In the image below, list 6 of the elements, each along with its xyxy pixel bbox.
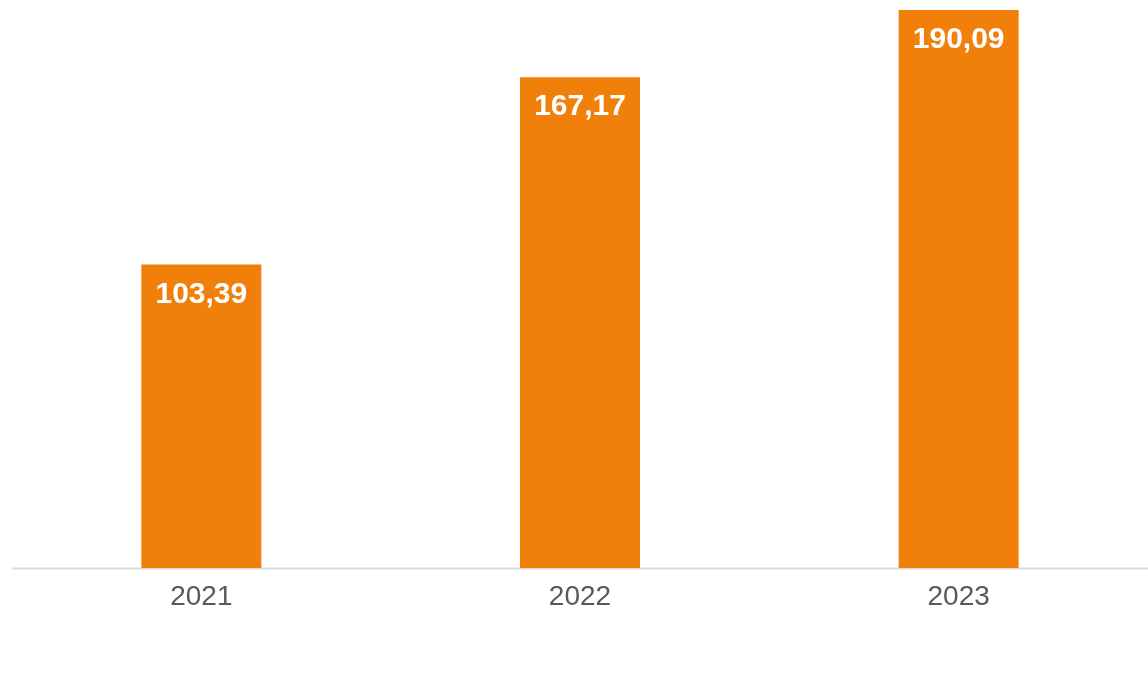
data-label: 190,09 [912, 21, 1005, 54]
x-tick-label: 2021 [170, 579, 233, 611]
x-tick-label: 2022 [548, 579, 612, 611]
data-label: 103,39 [155, 275, 248, 309]
data-label: 167,17 [534, 88, 626, 122]
x-tick-label: 2023 [927, 579, 990, 611]
